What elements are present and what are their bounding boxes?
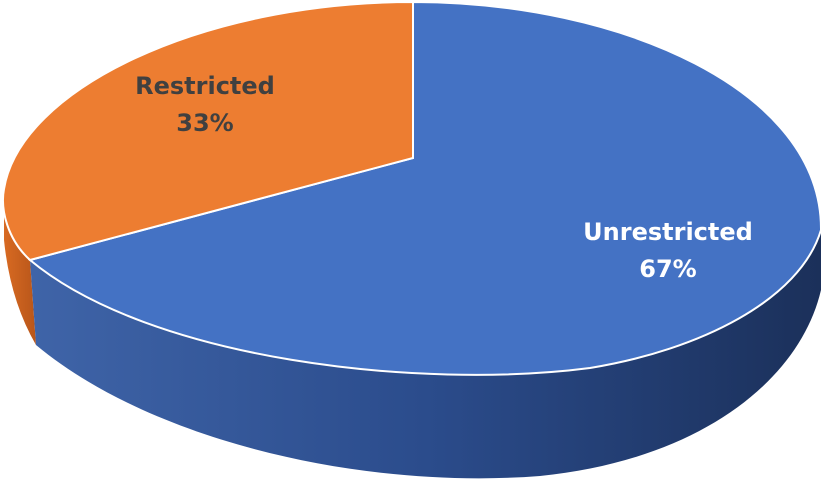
slice-value-restricted: 33% bbox=[176, 109, 233, 137]
slice-unrestricted-side bbox=[30, 230, 821, 479]
slice-unrestricted-top bbox=[27, 0, 823, 376]
slice-label-unrestricted: Unrestricted bbox=[583, 218, 753, 246]
slice-label-restricted: Restricted bbox=[135, 72, 275, 100]
slice-restricted-top bbox=[2, 0, 414, 262]
slice-value-unrestricted: 67% bbox=[639, 255, 696, 283]
